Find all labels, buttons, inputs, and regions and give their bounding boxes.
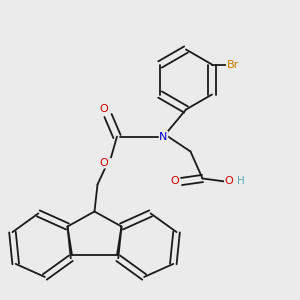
Text: O: O <box>99 104 108 114</box>
Text: O: O <box>224 176 233 187</box>
Text: O: O <box>170 176 179 187</box>
Text: Br: Br <box>227 59 239 70</box>
Text: O: O <box>99 158 108 168</box>
Text: H: H <box>237 176 244 187</box>
Text: N: N <box>159 131 168 142</box>
